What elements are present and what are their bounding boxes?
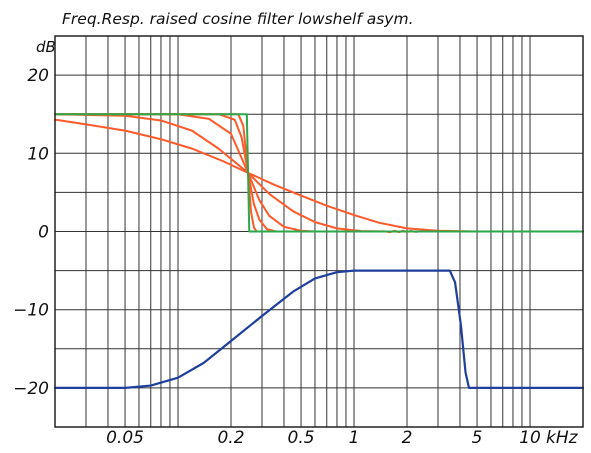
x-tick-labels: 0.05 0.2 0.5 1 2 5 10 bbox=[106, 428, 541, 448]
x-axis-unit-label: kHz bbox=[546, 428, 579, 448]
red-series-line bbox=[54, 118, 584, 233]
y-tick-label: 0 bbox=[38, 223, 49, 243]
chart-title: Freq.Resp. raised cosine filter lowshelf… bbox=[62, 10, 414, 28]
y-tick-label: 10 bbox=[27, 144, 49, 164]
x-tick-label: 0.5 bbox=[288, 428, 315, 448]
x-tick-label: 2 bbox=[402, 428, 413, 448]
y-tick-label: −20 bbox=[13, 379, 49, 399]
y-axis-unit-label: dB bbox=[36, 38, 56, 56]
blue-series-line bbox=[53, 269, 585, 389]
y-tick-label: −10 bbox=[13, 301, 49, 321]
x-tick-label: 1 bbox=[349, 428, 360, 448]
x-tick-label: 10 bbox=[519, 428, 541, 448]
y-tick-labels: 20 10 0 −10 −20 bbox=[13, 66, 49, 399]
plot-frame bbox=[54, 35, 584, 428]
x-tick-label: 0.2 bbox=[217, 428, 244, 448]
y-tick-label: 20 bbox=[27, 66, 49, 86]
green-series-line bbox=[54, 113, 584, 233]
x-tick-label: 0.05 bbox=[106, 428, 144, 448]
x-tick-label: 5 bbox=[472, 428, 483, 448]
series-lines bbox=[53, 113, 585, 389]
red-series-line bbox=[54, 113, 584, 233]
